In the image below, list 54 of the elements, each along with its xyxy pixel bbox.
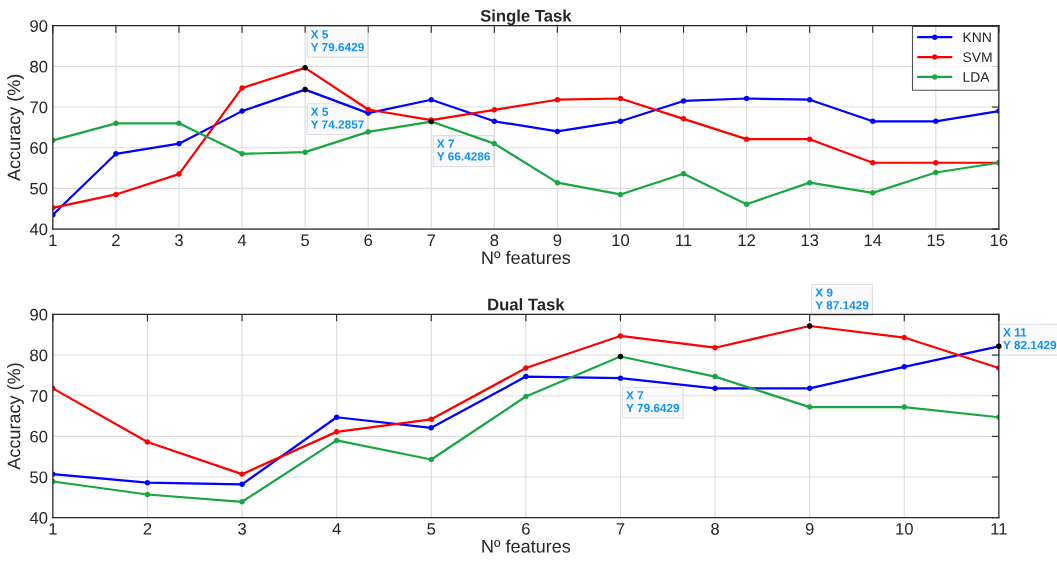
legend-label: LDA [963,72,990,82]
x-tick-label: 6 [522,522,530,535]
x-tick-label: 8 [490,234,499,247]
annotation: X 11 Y 82.1429 [1003,328,1057,350]
x-tick-label: 6 [364,234,373,247]
annotation: X 5 Y 74.2857 [310,107,364,129]
x-tick-label: 2 [112,234,120,246]
annotation: X 7 Y 79.6429 [626,391,680,413]
y-tick-label: 60 [30,430,48,443]
legend-label: SVM [963,52,992,63]
x-tick-label: 16 [990,234,1008,247]
annotation: X 7 Y 66.4286 [436,139,491,161]
y-axis-title: Accuracy (%) [7,363,24,470]
x-tick-label: 3 [174,234,183,247]
y-tick-label: 50 [30,182,48,195]
x-tick-label: 5 [427,523,436,535]
legend-label: KNN [963,32,991,43]
x-tick-label: 3 [238,522,246,535]
y-tick-label: 90 [30,20,48,32]
annotation: X 5 Y 79.6429 [310,30,364,52]
y-tick-label: 50 [30,471,48,484]
y-tick-label: 80 [30,349,48,362]
x-tick-label: 11 [991,523,1007,535]
x-tick-label: 15 [927,234,945,247]
y-tick-label: 70 [30,390,48,402]
y-axis-title: Accuracy (%) [7,74,24,182]
x-tick-label: 1 [49,234,57,246]
x-tick-label: 10 [896,522,913,535]
x-axis-title: Nº features [482,539,571,553]
x-tick-label: 14 [864,234,882,246]
x-tick-label: 2 [143,522,152,535]
chart-title: Dual Task [488,298,565,311]
chart-title: Single Task [480,9,572,26]
x-tick-label: 9 [805,522,814,535]
annotation: X 9 Y 87.1429 [815,288,869,310]
y-tick-label: 40 [29,223,48,236]
x-tick-label: 13 [801,234,819,247]
x-tick-label: 7 [616,523,625,535]
x-tick-label: 12 [738,234,756,246]
x-tick-label: 9 [553,234,562,247]
x-tick-label: 11 [676,234,692,246]
x-tick-label: 5 [301,234,310,247]
y-tick-label: 70 [30,101,48,114]
y-tick-label: 40 [29,512,48,524]
x-tick-label: 4 [237,234,247,246]
x-axis-title: Nº features [482,250,571,265]
y-tick-label: 80 [30,60,48,73]
y-tick-label: 60 [30,142,48,154]
y-tick-label: 90 [30,308,48,321]
x-tick-label: 4 [332,523,341,535]
x-tick-label: 10 [612,234,630,247]
x-tick-label: 8 [711,522,719,535]
x-tick-label: 7 [427,234,436,246]
x-tick-label: 1 [49,523,57,535]
